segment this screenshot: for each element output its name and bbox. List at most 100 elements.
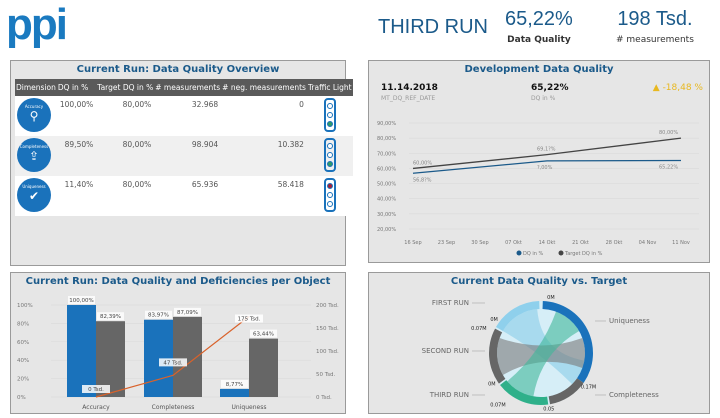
chord-tick-label: 0.07M	[490, 402, 505, 408]
data-label: 65,22%	[659, 165, 678, 171]
y-tick-label: 30,00%	[377, 212, 396, 218]
cell-measurements: 98.904	[154, 136, 222, 176]
x-tick-label: 11 Nov	[672, 240, 690, 246]
x-category-label: Completeness	[152, 404, 195, 411]
y-tick-label: 70,00%	[377, 151, 396, 157]
x-tick-label: 16 Sep	[404, 240, 421, 246]
y-tick-label: 60,00%	[377, 166, 396, 172]
chord-tick-label: 0.17M	[581, 384, 596, 390]
kpi-dq-label: Data Quality	[507, 35, 571, 45]
line-chart: 90,00% 80,00% 70,00% 60,00% 50,00% 40,00% 30,0…	[377, 121, 699, 257]
ref-date-label: MT_DQ_REF_DATE	[381, 95, 436, 102]
data-label: 80,00%	[659, 130, 678, 136]
y-right-tick: 150 Tsd.	[316, 326, 339, 332]
table-row[interactable]: Accuracy ⚲ 100,00% 80,00% 32.968 0	[15, 96, 353, 136]
arc-third-run	[500, 380, 549, 405]
legend-marker	[516, 250, 522, 256]
bar-data-label: 83,97%	[148, 313, 169, 319]
traffic-light-icon	[323, 138, 336, 172]
column-header[interactable]: DQ in %	[56, 79, 97, 96]
data-label-box	[250, 329, 277, 338]
chord-tick-label: 0.07M	[471, 326, 486, 332]
dimension-badge: Uniqueness ✔	[17, 178, 51, 212]
traffic-light-lamp	[326, 200, 333, 207]
column-header[interactable]: Dimension	[15, 79, 57, 96]
arc-first-run	[495, 301, 540, 331]
bar-data-label: 82,39%	[100, 314, 121, 320]
y-left-tick: 60%	[17, 340, 29, 346]
cell-dq: 100,00%	[59, 100, 94, 109]
dimension-label: Uniqueness	[22, 184, 46, 189]
line-data-label: 0 Tsd.	[88, 387, 104, 393]
cell-neg: 10.382	[221, 136, 307, 176]
data-label: 60,00%	[413, 160, 432, 166]
ppi-logo: ppi	[6, 0, 68, 49]
data-label-box	[235, 314, 263, 323]
legend-marker	[558, 250, 564, 256]
document-upload-icon: ⇪	[28, 149, 40, 163]
arc-uniqueness	[542, 301, 593, 383]
chord-chart: FIRST RUN SECOND RUN THIRD RUN Uniqueness Co…	[422, 295, 659, 413]
bar-data-label: 87,09%	[177, 310, 198, 316]
chord-panel: Current Data Quality vs. Target FIRST RU…	[368, 272, 710, 414]
chord-tick-label: 0M	[490, 317, 498, 323]
bar-target	[249, 338, 278, 397]
x-category-label: Uniqueness	[232, 404, 267, 411]
table-row[interactable]: Completeness ⇪ 89,50% 80,00% 98.904 10.382	[15, 136, 353, 176]
development-title: Development Data Quality	[464, 64, 614, 75]
arc-second-run	[489, 328, 506, 384]
bar-dq	[144, 319, 173, 397]
bar-dq	[220, 388, 249, 397]
column-header[interactable]: Target DQ in %	[96, 79, 155, 96]
kpi-measurements: 198 Tsd. # measurements	[616, 8, 694, 45]
traffic-light-lamp	[326, 120, 333, 127]
traffic-light-lamp	[326, 111, 333, 118]
traffic-light-icon	[323, 98, 336, 132]
traffic-light-lamp	[326, 151, 333, 158]
legend-label: Target DQ in %	[564, 251, 603, 257]
cell-neg: 0	[299, 100, 304, 109]
y-right-tick: 50 Tsd.	[316, 372, 336, 378]
traffic-light-lamp	[326, 191, 333, 198]
y-tick-label: 20,00%	[377, 227, 396, 233]
traffic-light-icon	[323, 178, 336, 212]
data-label-box	[145, 310, 172, 319]
y-left-tick: 100%	[17, 303, 33, 309]
cell-target: 80,00%	[122, 100, 152, 109]
kpi-dq-value: 65,22%	[505, 8, 573, 30]
development-panel: Development Data Quality 11.14.2018 MT_D…	[368, 60, 710, 263]
arc-completeness	[548, 378, 584, 405]
column-header[interactable]: # neg. measurements	[221, 79, 307, 96]
y-right-tick: 100 Tsd.	[316, 349, 339, 355]
column-header[interactable]: # measurements	[154, 79, 222, 96]
dimension-badge: Accuracy ⚲	[17, 98, 51, 132]
bar-panel: Current Run: Data Quality and Deficienci…	[10, 272, 346, 414]
dev-dq-label: DQ in %	[531, 95, 556, 102]
bar-data-label: 63,44%	[253, 332, 274, 338]
column-header[interactable]: Traffic Light	[306, 79, 353, 96]
data-label: 69,1?%	[537, 147, 556, 153]
traffic-light-lamp	[326, 103, 333, 110]
bar-title: Current Run: Data Quality and Deficienci…	[25, 276, 331, 287]
y-left-tick: 40%	[17, 358, 29, 364]
magnifier-icon: ⚲	[29, 109, 39, 123]
cell-dq: 11,40%	[64, 180, 94, 189]
cell-measurements: 32.968	[191, 100, 219, 109]
data-label-box	[68, 296, 95, 304]
data-label-box	[159, 358, 187, 367]
ref-date: 11.14.2018	[381, 83, 438, 93]
y-tick-label: 50,00%	[377, 182, 396, 188]
y-right-tick: 200 Tsd.	[316, 303, 339, 309]
table-row[interactable]: Uniqueness ✔ 11,40% 80,00% 65.936 58.418	[15, 176, 353, 216]
bar-chart: 100% 80% 60% 40% 20% 0% 200 Tsd. 150 Tsd. 100 Ts…	[17, 296, 339, 411]
kpi-data-quality: 65,22% Data Quality	[505, 8, 573, 45]
y-tick-label: 90,00%	[377, 121, 396, 127]
chord-third-run	[507, 311, 580, 397]
x-tick-label: 21 Okt	[572, 240, 589, 246]
run-name: THIRD RUN	[378, 16, 488, 39]
bar-target	[96, 321, 125, 397]
y-left-tick: 80%	[17, 321, 29, 327]
data-label: 56,8?%	[413, 177, 432, 183]
legend-label: DQ in %	[523, 251, 544, 257]
dimension-label: Accuracy	[24, 104, 44, 109]
